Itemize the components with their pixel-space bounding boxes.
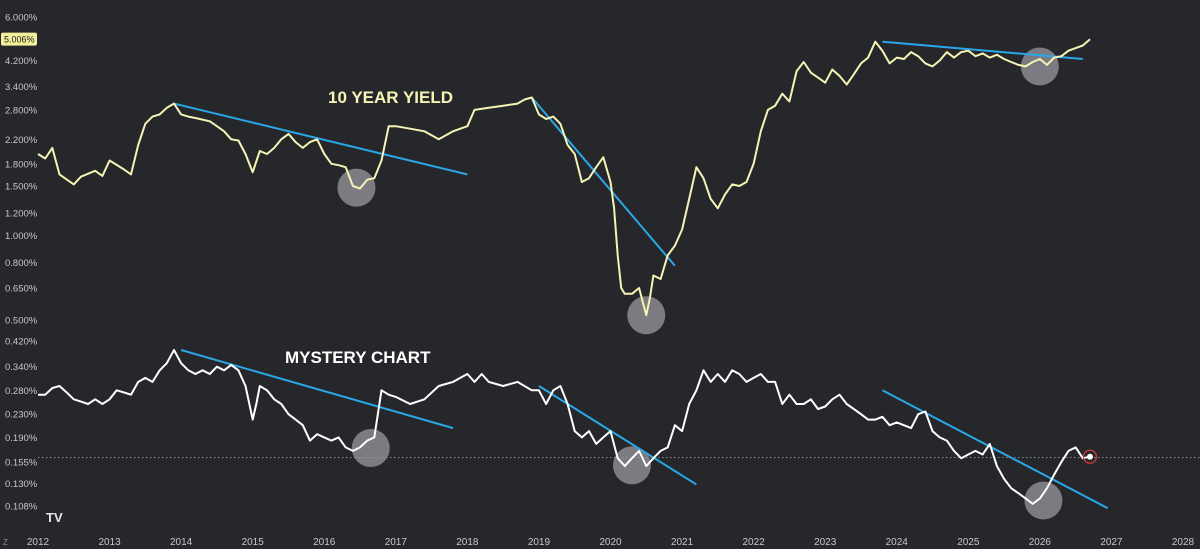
x-tick-label: 2026: [1029, 537, 1052, 548]
yield-y-tick-label: 4.200%: [5, 56, 38, 67]
yield-y-tick-label: 2.800%: [5, 105, 38, 116]
mystery-y-tick-label: 0.230%: [5, 410, 38, 421]
mystery-y-axis: 0.420% 0.340% 0.280% 0.230% 0.190% 0.155% 0.13…: [5, 337, 38, 513]
mystery-y-tick-label: 0.340%: [5, 362, 38, 373]
mystery-last-point-ring: [1082, 449, 1098, 464]
x-tick-label: 2023: [814, 537, 837, 548]
x-tick-label: 2020: [599, 537, 622, 548]
x-tick-label: 2027: [1100, 537, 1123, 548]
yield-y-tick-label: 0.800%: [5, 258, 38, 269]
mystery-chart-title: MYSTERY CHART: [285, 348, 431, 367]
x-tick-label: 2025: [957, 537, 980, 548]
x-tick-label: 2024: [886, 537, 909, 548]
yield-y-tick-label: 3.400%: [5, 82, 38, 93]
x-tick-label: 2017: [385, 537, 408, 548]
mystery-y-tick-label: 0.108%: [5, 502, 38, 513]
yield-last-value-label: 5.006%: [4, 34, 35, 44]
yield-y-tick-label: 0.500%: [5, 316, 38, 327]
mystery-series-line: [38, 349, 1091, 505]
yield-trendline[interactable]: [173, 102, 468, 176]
mystery-y-tick-label: 0.190%: [5, 433, 38, 444]
yield-y-tick-label: 1.800%: [5, 159, 38, 170]
x-tick-label: 2018: [456, 537, 479, 548]
yield-chart-title: 10 YEAR YIELD: [328, 88, 453, 107]
mystery-y-tick-label: 0.155%: [5, 458, 38, 469]
mystery-y-tick-label: 0.420%: [5, 337, 38, 348]
x-tick-label: 2019: [528, 537, 551, 548]
mystery-y-tick-label: 0.280%: [5, 386, 38, 397]
x-tick-label: 2022: [743, 537, 766, 548]
yield-y-tick-label: 1.000%: [5, 231, 38, 242]
x-tick-label: 2028: [1172, 537, 1195, 548]
mystery-trendline[interactable]: [538, 385, 697, 486]
x-tick-label: 2016: [313, 537, 336, 548]
x-tick-label: 2014: [170, 537, 193, 548]
yield-trendline[interactable]: [882, 40, 1083, 61]
yield-y-tick-label: 6.000%: [5, 13, 38, 24]
time-x-axis: 2012 2013 2014 2015 2016 2017 2018 2019 2020 2021…: [27, 537, 1195, 548]
mystery-y-tick-label: 0.130%: [5, 479, 38, 490]
yield-plot-area: [37, 38, 1091, 335]
x-tick-label: 2012: [27, 537, 50, 548]
yield-y-tick-label: 0.650%: [5, 284, 38, 295]
yield-y-tick-label: 1.500%: [5, 182, 38, 193]
tradingview-logo: TV: [46, 510, 63, 525]
yield-y-axis: 6.000% 4.200% 3.400% 2.800% 2.200% 1.800% 1.50…: [1, 13, 38, 327]
x-tick-label: 2013: [98, 537, 121, 548]
x-tick-label: 2021: [671, 537, 694, 548]
yield-y-tick-label: 1.200%: [5, 209, 38, 220]
mystery-trendline[interactable]: [180, 349, 454, 430]
yield-series-line: [37, 38, 1091, 317]
timezone-corner-label: Z: [3, 538, 8, 547]
yield-trendline[interactable]: [531, 96, 676, 267]
mystery-plot-area: [38, 349, 1200, 520]
mystery-highlight-circle: [1024, 481, 1063, 520]
yield-last-value-badge: [1, 32, 37, 46]
mystery-last-point-dot: [1086, 453, 1093, 460]
mystery-trendline[interactable]: [881, 389, 1109, 510]
yield-y-tick-label: 2.200%: [5, 135, 38, 146]
x-tick-label: 2015: [242, 537, 265, 548]
mystery-highlight-circle: [351, 429, 390, 468]
